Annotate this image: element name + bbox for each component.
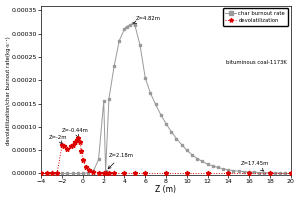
devolatilization [80, 150, 83, 152]
devolatilization [60, 143, 64, 146]
devolatilization [104, 172, 107, 175]
devolatilization [107, 172, 111, 175]
X-axis label: Z (m): Z (m) [155, 185, 176, 194]
devolatilization [55, 172, 59, 175]
devolatilization [76, 137, 80, 139]
char burnout rate [289, 172, 292, 175]
Text: Z=4.82m: Z=4.82m [133, 16, 161, 24]
devolatilization [92, 170, 95, 173]
Text: Z=17.45m: Z=17.45m [241, 161, 269, 171]
devolatilization [102, 172, 106, 174]
devolatilization [133, 172, 137, 175]
devolatilization [123, 172, 126, 175]
char burnout rate [125, 25, 128, 28]
devolatilization [75, 139, 79, 141]
Text: bituminous coal-1173K: bituminous coal-1173K [226, 60, 287, 65]
devolatilization [50, 172, 54, 175]
char burnout rate [40, 172, 43, 175]
char burnout rate [60, 172, 64, 175]
devolatilization [112, 172, 116, 175]
devolatilization [71, 143, 74, 146]
devolatilization [87, 169, 91, 171]
devolatilization [84, 166, 88, 169]
devolatilization [78, 141, 82, 143]
devolatilization [97, 171, 101, 174]
char burnout rate [154, 103, 158, 106]
Line: char burnout rate: char burnout rate [40, 22, 292, 175]
devolatilization [62, 145, 66, 148]
char burnout rate [273, 172, 277, 174]
Y-axis label: devolatilization/char burnout rate(kg·s⁻¹): devolatilization/char burnout rate(kg·s⁻… [6, 36, 10, 145]
Line: devolatilization: devolatilization [39, 136, 293, 176]
devolatilization [247, 172, 251, 175]
devolatilization [206, 172, 209, 175]
devolatilization [143, 172, 147, 175]
devolatilization [45, 172, 49, 175]
char burnout rate [190, 154, 194, 156]
devolatilization [73, 141, 76, 143]
Text: Z=2.18m: Z=2.18m [108, 153, 134, 169]
devolatilization [289, 172, 292, 175]
devolatilization [185, 172, 188, 175]
Text: Z=-2m: Z=-2m [49, 135, 67, 144]
Text: Z=-0.44m: Z=-0.44m [62, 128, 89, 138]
devolatilization [268, 172, 272, 175]
devolatilization [66, 148, 69, 150]
devolatilization [81, 159, 85, 162]
devolatilization [226, 172, 230, 175]
devolatilization [40, 172, 43, 175]
Legend: char burnout rate, devolatilization: char burnout rate, devolatilization [223, 8, 288, 26]
char burnout rate [200, 160, 204, 163]
devolatilization [69, 145, 72, 148]
char burnout rate [131, 22, 135, 24]
devolatilization [164, 172, 168, 175]
